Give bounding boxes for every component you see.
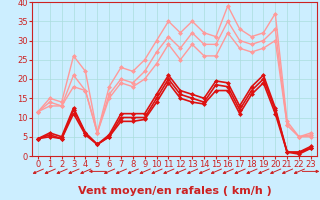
X-axis label: Vent moyen/en rafales ( km/h ): Vent moyen/en rafales ( km/h ) (77, 186, 271, 196)
